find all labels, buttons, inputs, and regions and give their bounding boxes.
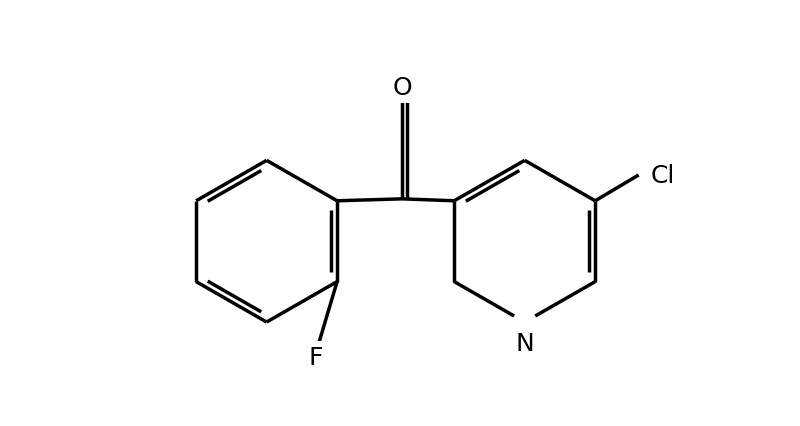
Text: N: N xyxy=(515,331,534,355)
Text: Cl: Cl xyxy=(650,164,674,187)
Text: F: F xyxy=(308,345,322,370)
Text: O: O xyxy=(393,76,412,100)
